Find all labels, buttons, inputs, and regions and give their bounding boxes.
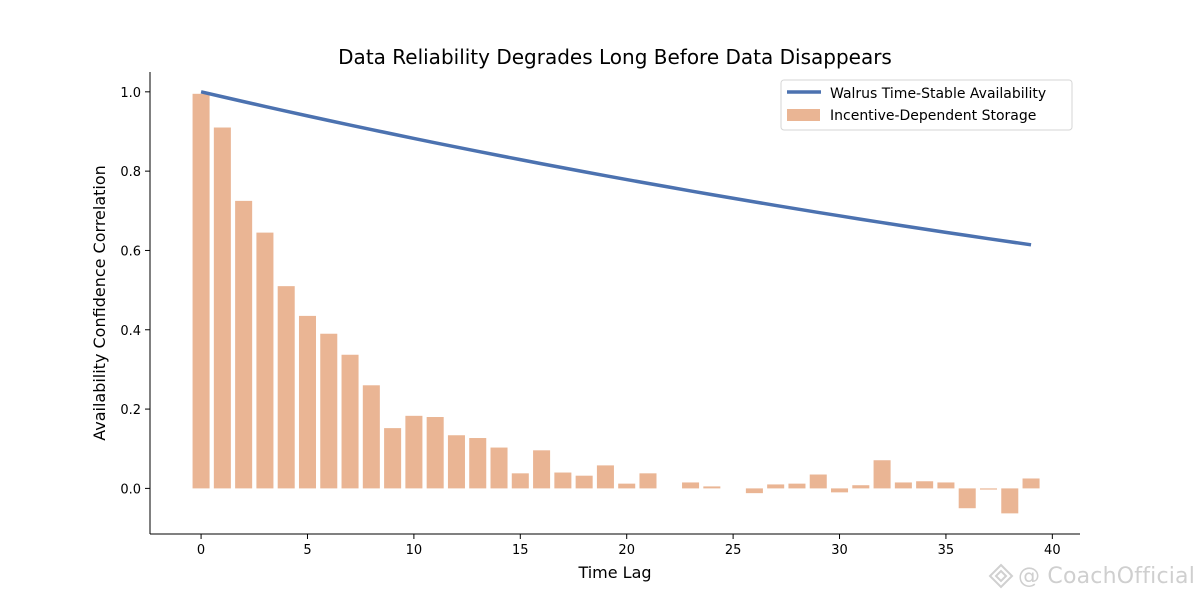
legend: Walrus Time-Stable Availability Incentiv… [780, 79, 1073, 131]
y-tick-label: 0.4 [120, 324, 141, 339]
x-tick-label: 35 [938, 543, 955, 558]
line-series [200, 90, 1032, 247]
watermark-text: @ CoachOfficial [1018, 563, 1196, 589]
bar-21 [639, 473, 657, 489]
bar-32 [873, 460, 891, 489]
bar-8 [362, 385, 380, 489]
x-tick-label: 25 [725, 543, 742, 558]
bar-7 [341, 354, 359, 489]
y-axis-label: Availability Confidence Correlation [90, 165, 109, 441]
x-tick-label: 0 [197, 543, 205, 558]
bar-39 [1022, 478, 1040, 489]
legend-box [780, 79, 1073, 131]
bar-34 [916, 481, 934, 489]
bar-17 [554, 472, 572, 489]
x-tick-label: 5 [303, 543, 311, 558]
bar-2 [235, 200, 253, 489]
bar-11 [426, 417, 444, 489]
legend-swatch-bar [787, 109, 820, 121]
bar-12 [447, 435, 465, 489]
bar-1 [213, 127, 231, 489]
bar-14 [490, 447, 508, 489]
bar-37 [979, 488, 998, 490]
bar-29 [809, 474, 827, 489]
bar-26 [745, 488, 763, 494]
x-tick-label: 10 [406, 543, 423, 558]
bar-10 [405, 415, 423, 489]
bar-35 [937, 482, 955, 489]
bar-4 [277, 286, 295, 489]
x-tick-label: 20 [618, 543, 635, 558]
y-tick-label: 0.6 [120, 244, 141, 259]
legend-entry-line: Walrus Time-Stable Availability [830, 86, 1046, 102]
watermark: @ CoachOfficial [988, 560, 1198, 592]
bar-9 [384, 428, 402, 489]
watermark-logo-icon [988, 563, 1014, 589]
y-tick-label: 0.8 [120, 165, 141, 180]
y-tick-label: 0.0 [120, 482, 141, 497]
y-ticks: 0.0 0.2 0.4 0.6 0.8 1.0 [120, 86, 150, 497]
bar-30 [831, 488, 849, 493]
x-tick-label: 30 [831, 543, 848, 558]
bar-0 [192, 93, 210, 489]
bar-36 [958, 488, 976, 509]
bar-16 [533, 450, 551, 489]
bar-20 [618, 483, 636, 489]
bar-series [192, 93, 1040, 514]
bar-38 [1001, 488, 1019, 514]
bar-18 [575, 475, 593, 489]
x-axis-label: Time Lag [577, 563, 651, 582]
x-ticks: 0 5 10 15 20 25 30 35 40 [197, 534, 1061, 558]
bar-23 [682, 482, 700, 489]
bar-15 [511, 473, 529, 489]
bar-6 [320, 333, 338, 489]
bar-33 [894, 482, 912, 489]
legend-entry-bar: Incentive-Dependent Storage [830, 108, 1036, 124]
axes [149, 72, 1080, 535]
x-tick-label: 15 [512, 543, 529, 558]
bar-27 [767, 484, 785, 489]
bar-19 [596, 465, 614, 489]
x-tick-label: 40 [1044, 543, 1061, 558]
y-tick-label: 1.0 [120, 86, 141, 101]
bar-13 [469, 438, 487, 489]
bar-28 [788, 483, 806, 489]
chart-title: Data Reliability Degrades Long Before Da… [338, 45, 892, 69]
y-tick-label: 0.2 [120, 403, 141, 418]
bar-3 [256, 232, 274, 489]
bar-31 [852, 485, 870, 489]
bar-24 [703, 486, 721, 489]
bar-5 [298, 315, 316, 489]
